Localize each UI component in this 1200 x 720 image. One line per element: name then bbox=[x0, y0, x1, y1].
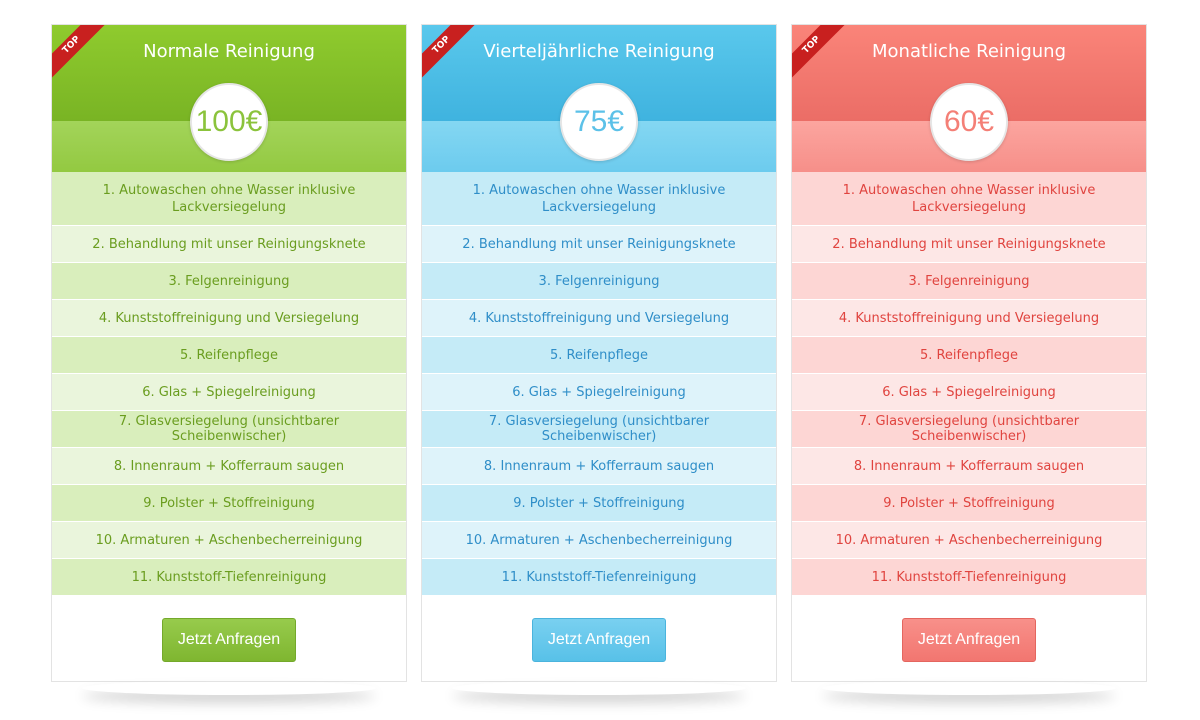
feature-item: 3. Felgenreinigung bbox=[422, 263, 776, 300]
feature-item: 6. Glas + Spiegelreinigung bbox=[52, 374, 406, 411]
feature-item: 8. Innenraum + Kofferraum saugen bbox=[422, 448, 776, 485]
feature-item: 4. Kunststoffreinigung und Versiegelung bbox=[422, 300, 776, 337]
feature-item: 5. Reifenpflege bbox=[792, 337, 1146, 374]
feature-item: 8. Innenraum + Kofferraum saugen bbox=[792, 448, 1146, 485]
top-ribbon: TOP bbox=[52, 25, 108, 81]
plan-title: Monatliche Reinigung bbox=[872, 41, 1066, 62]
feature-item: 6. Glas + Spiegelreinigung bbox=[422, 374, 776, 411]
feature-item: 2. Behandlung mit unser Reinigungsknete bbox=[792, 226, 1146, 263]
card-header: Monatliche Reinigung 60€ TOP bbox=[792, 25, 1146, 172]
feature-list: 1. Autowaschen ohne Wasser inklusive Lac… bbox=[792, 172, 1146, 596]
feature-item: 2. Behandlung mit unser Reinigungsknete bbox=[422, 226, 776, 263]
feature-item: 9. Polster + Stoffreinigung bbox=[52, 485, 406, 522]
top-ribbon: TOP bbox=[792, 25, 848, 81]
feature-item: 7. Glasversiegelung (unsichtbarer Scheib… bbox=[422, 411, 776, 448]
feature-item: 7. Glasversiegelung (unsichtbarer Scheib… bbox=[792, 411, 1146, 448]
pricing-card-normal: Normale Reinigung 100€ TOP 1. Autowasche… bbox=[51, 24, 407, 682]
feature-item: 11. Kunststoff-Tiefenreinigung bbox=[792, 559, 1146, 596]
feature-item: 1. Autowaschen ohne Wasser inklusive Lac… bbox=[422, 172, 776, 226]
feature-item: 9. Polster + Stoffreinigung bbox=[792, 485, 1146, 522]
feature-item: 6. Glas + Spiegelreinigung bbox=[792, 374, 1146, 411]
feature-item: 2. Behandlung mit unser Reinigungsknete bbox=[52, 226, 406, 263]
feature-item: 8. Innenraum + Kofferraum saugen bbox=[52, 448, 406, 485]
card-header: Normale Reinigung 100€ TOP bbox=[52, 25, 406, 172]
feature-item: 1. Autowaschen ohne Wasser inklusive Lac… bbox=[792, 172, 1146, 226]
top-ribbon: TOP bbox=[422, 25, 478, 81]
pricing-card-quarterly: Vierteljährliche Reinigung 75€ TOP 1. Au… bbox=[421, 24, 777, 682]
feature-item: 7. Glasversiegelung (unsichtbarer Scheib… bbox=[52, 411, 406, 448]
feature-item: 5. Reifenpflege bbox=[422, 337, 776, 374]
feature-item: 3. Felgenreinigung bbox=[792, 263, 1146, 300]
plan-price: 100€ bbox=[190, 83, 268, 161]
feature-list: 1. Autowaschen ohne Wasser inklusive Lac… bbox=[422, 172, 776, 596]
feature-item: 11. Kunststoff-Tiefenreinigung bbox=[422, 559, 776, 596]
feature-item: 10. Armaturen + Aschenbecherreinigung bbox=[792, 522, 1146, 559]
feature-item: 3. Felgenreinigung bbox=[52, 263, 406, 300]
plan-price: 60€ bbox=[930, 83, 1008, 161]
plan-price: 75€ bbox=[560, 83, 638, 161]
request-button[interactable]: Jetzt Anfragen bbox=[902, 618, 1036, 662]
plan-title: Normale Reinigung bbox=[143, 41, 315, 62]
plan-title: Vierteljährliche Reinigung bbox=[483, 41, 715, 62]
request-button[interactable]: Jetzt Anfragen bbox=[532, 618, 666, 662]
feature-item: 1. Autowaschen ohne Wasser inklusive Lac… bbox=[52, 172, 406, 226]
request-button[interactable]: Jetzt Anfragen bbox=[162, 618, 296, 662]
feature-item: 4. Kunststoffreinigung und Versiegelung bbox=[792, 300, 1146, 337]
feature-item: 10. Armaturen + Aschenbecherreinigung bbox=[52, 522, 406, 559]
feature-item: 11. Kunststoff-Tiefenreinigung bbox=[52, 559, 406, 596]
card-header: Vierteljährliche Reinigung 75€ TOP bbox=[422, 25, 776, 172]
feature-item: 9. Polster + Stoffreinigung bbox=[422, 485, 776, 522]
pricing-card-monthly: Monatliche Reinigung 60€ TOP 1. Autowasc… bbox=[791, 24, 1147, 682]
feature-item: 4. Kunststoffreinigung und Versiegelung bbox=[52, 300, 406, 337]
feature-item: 10. Armaturen + Aschenbecherreinigung bbox=[422, 522, 776, 559]
feature-item: 5. Reifenpflege bbox=[52, 337, 406, 374]
feature-list: 1. Autowaschen ohne Wasser inklusive Lac… bbox=[52, 172, 406, 596]
